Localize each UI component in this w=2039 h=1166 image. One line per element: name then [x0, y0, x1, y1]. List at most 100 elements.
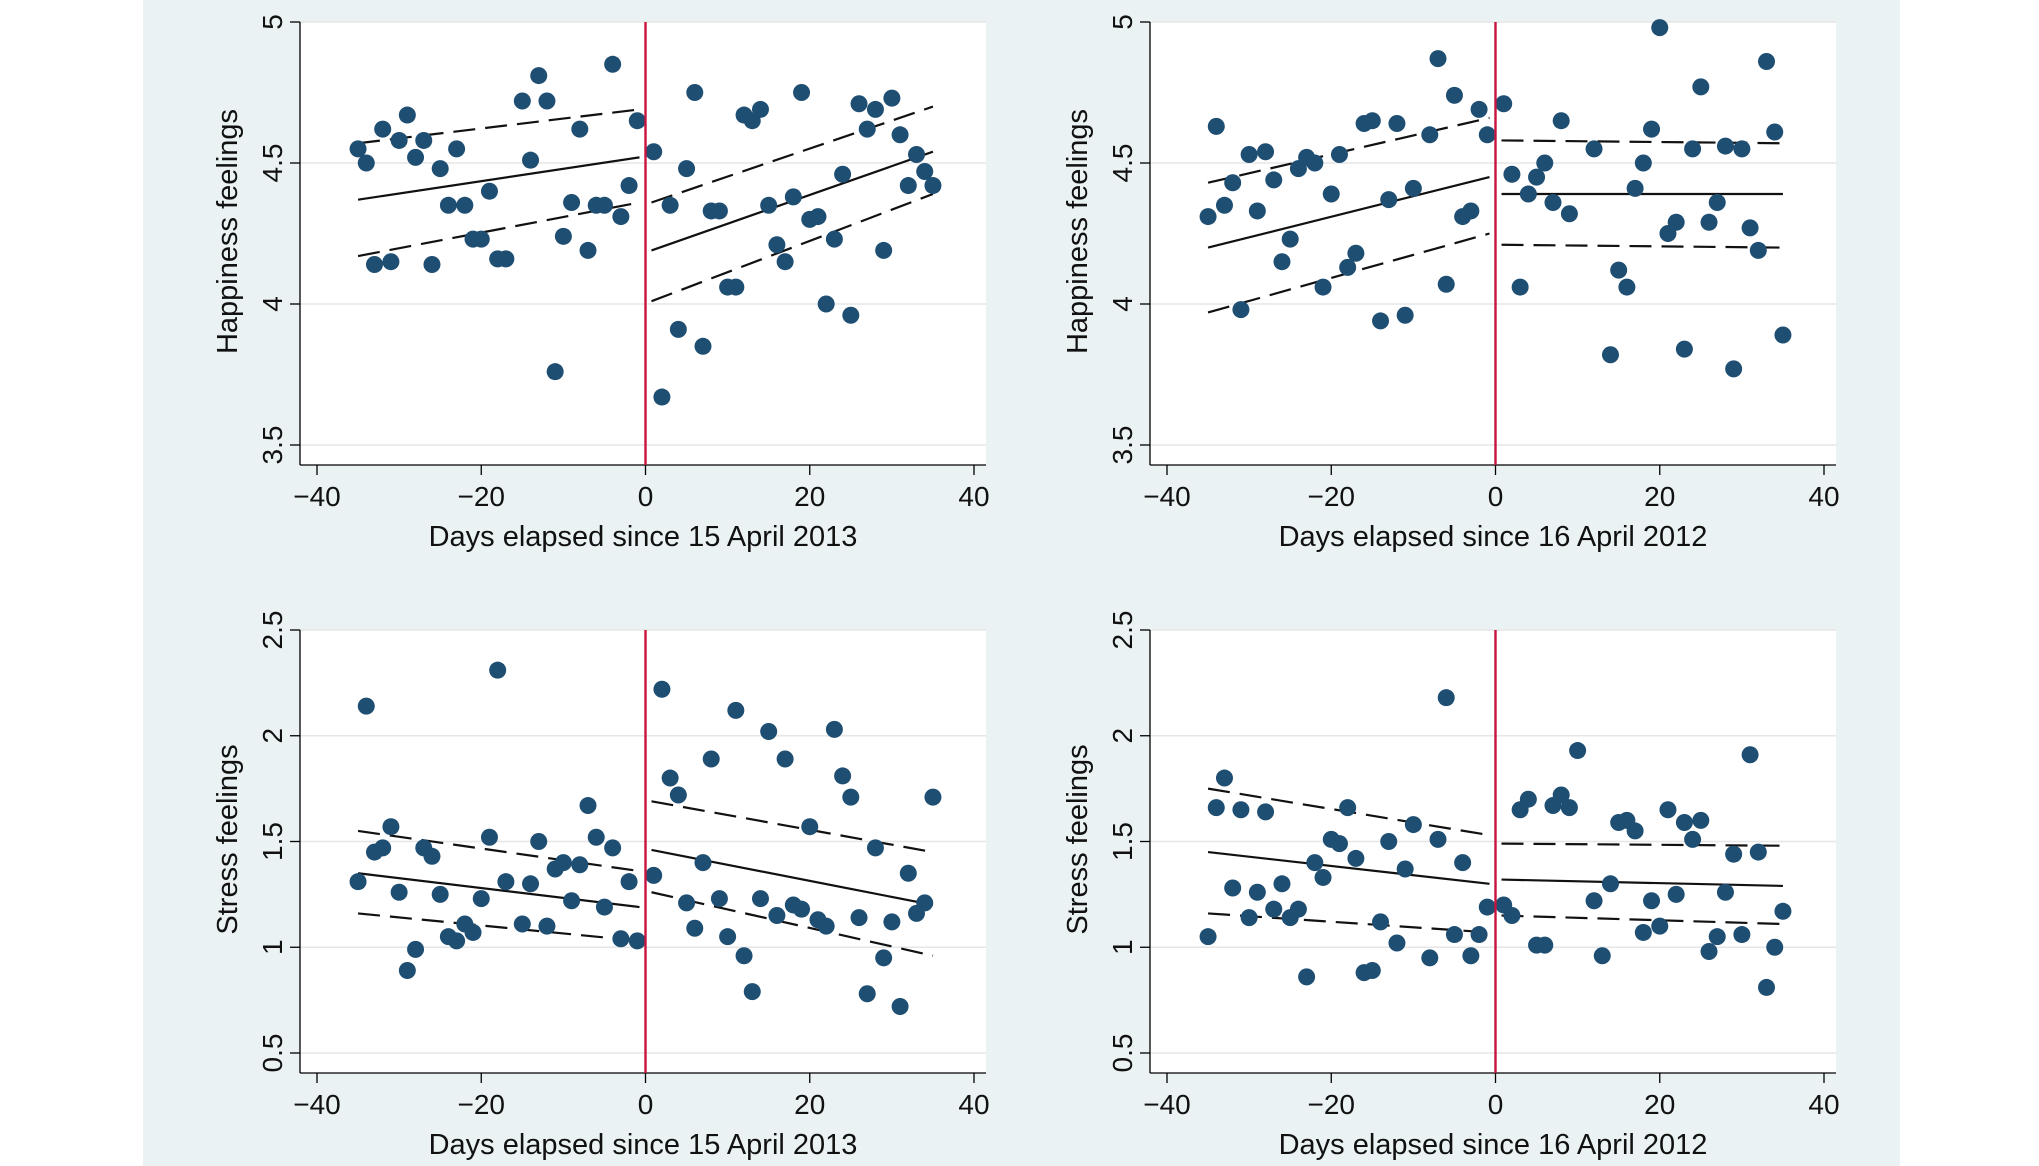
data-point — [1643, 892, 1661, 910]
x-tick-label: −40 — [1143, 481, 1191, 512]
data-point — [1339, 258, 1357, 276]
data-point — [784, 188, 802, 206]
y-tick-label: 0.5 — [1107, 1034, 1138, 1073]
x-tick-label: 0 — [1488, 1089, 1504, 1120]
data-point — [1766, 123, 1784, 141]
data-point — [382, 253, 400, 271]
data-point — [1519, 790, 1537, 808]
y-tick-label: 1.5 — [1107, 822, 1138, 861]
data-point — [710, 202, 728, 220]
y-tick-label: 1.5 — [257, 822, 288, 861]
data-point — [1454, 854, 1472, 872]
data-point — [1445, 926, 1463, 944]
data-point — [825, 720, 843, 738]
data-point — [653, 680, 671, 698]
data-point — [842, 306, 860, 324]
chart-panel-4: 0.5 1 1.5 2 2.5 −40 −20 0 20 40 Days elapsed since… — [1062, 611, 1840, 1161]
data-point — [1659, 801, 1677, 819]
data-point — [1708, 193, 1726, 211]
chart-panel-3: 0.5 1 1.5 2 2.5 −40 −20 0 20 40 Days elapsed since… — [212, 611, 990, 1161]
data-point — [661, 769, 679, 787]
data-point — [390, 131, 408, 149]
data-point — [768, 907, 786, 925]
data-point — [423, 847, 441, 865]
data-point — [571, 856, 589, 874]
y-tick-label: 5 — [1107, 14, 1138, 30]
data-point — [908, 146, 926, 164]
fit-line-after — [1501, 878, 1783, 888]
data-point — [1651, 917, 1669, 935]
data-point — [1429, 830, 1447, 848]
data-point — [686, 84, 704, 101]
data-point — [382, 818, 400, 836]
data-point — [1667, 885, 1685, 903]
data-point — [842, 788, 860, 806]
data-point — [1470, 100, 1488, 118]
data-point — [472, 890, 490, 908]
data-point — [751, 890, 769, 908]
data-point — [645, 866, 663, 884]
data-point — [1552, 112, 1570, 130]
data-point — [1363, 962, 1381, 980]
x-tick-label: −20 — [1308, 1089, 1356, 1120]
data-point — [710, 890, 728, 908]
data-point — [1372, 913, 1390, 931]
data-point — [834, 165, 852, 183]
y-tick-label: 4.5 — [1107, 144, 1138, 183]
data-point — [1626, 822, 1644, 840]
data-point — [760, 196, 778, 214]
data-point — [563, 193, 581, 211]
x-tick-label: 20 — [794, 1089, 825, 1120]
data-point — [1684, 140, 1702, 158]
data-point — [793, 900, 811, 918]
data-point — [439, 196, 457, 214]
x-tick-label: −20 — [1308, 481, 1356, 512]
data-point — [875, 949, 893, 967]
data-point — [661, 196, 679, 214]
data-point — [1725, 360, 1743, 378]
y-axis-title: Happiness feelings — [1062, 109, 1094, 354]
data-point — [1330, 835, 1348, 853]
data-point — [727, 701, 745, 719]
chart-panel-2: 3.5 4 4.5 5 −40 −20 0 20 40 Days elapsed since 16… — [1062, 14, 1840, 553]
data-point — [1470, 926, 1488, 944]
data-point — [563, 892, 581, 910]
x-tick-label: −20 — [458, 1089, 506, 1120]
data-point — [1774, 902, 1792, 920]
confidence-upper-before — [1207, 116, 1490, 184]
x-tick-label: −40 — [1143, 1089, 1191, 1120]
data-point — [1347, 244, 1365, 262]
fit-line-before — [1207, 176, 1490, 249]
confidence-upper-before — [357, 829, 640, 873]
confidence-lower-after — [651, 891, 934, 957]
data-point — [1766, 938, 1784, 956]
data-point — [1314, 868, 1332, 886]
y-tick-label: 1 — [1107, 939, 1138, 955]
data-point — [620, 177, 638, 195]
confidence-upper-after — [1501, 842, 1783, 847]
data-point — [1692, 78, 1710, 96]
data-point — [1462, 947, 1480, 965]
data-point — [464, 923, 482, 941]
data-point — [801, 818, 819, 836]
data-point — [1437, 689, 1455, 707]
data-point — [1774, 326, 1792, 344]
data-point — [1692, 811, 1710, 829]
data-point — [1207, 117, 1225, 135]
data-point — [850, 95, 868, 113]
data-point — [1634, 923, 1652, 941]
data-point — [743, 983, 761, 1001]
data-point — [1684, 830, 1702, 848]
data-point — [1758, 978, 1776, 996]
data-point — [390, 883, 408, 901]
data-point — [817, 295, 835, 313]
data-point — [1552, 786, 1570, 804]
data-point — [407, 148, 425, 166]
data-point — [899, 864, 917, 882]
data-point — [694, 337, 712, 355]
x-tick-label: −20 — [458, 481, 506, 512]
data-point — [1733, 926, 1751, 944]
data-point — [1224, 174, 1242, 192]
data-point — [1618, 278, 1636, 296]
